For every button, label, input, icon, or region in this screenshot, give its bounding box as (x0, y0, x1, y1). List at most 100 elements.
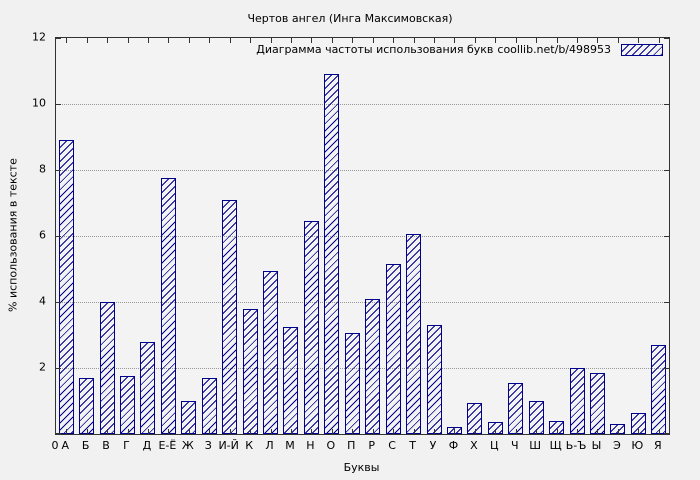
x-tick-label-Ж: Ж (181, 439, 194, 452)
tick-bottom-x-Ц (495, 429, 497, 434)
tick-bottom-x-Ы (597, 429, 599, 434)
tick-bottom-x-Ш (536, 429, 538, 434)
tick-top-x-В (107, 38, 109, 43)
x-tick-label-Е-Ё: Е-Ё (158, 439, 177, 452)
tick-bottom-x-Ж (188, 429, 190, 434)
y-tick-label-8: 8 (39, 162, 46, 176)
tick-bottom-x-З (209, 429, 211, 434)
tick-bottom-x-Ь-Ъ (577, 429, 579, 434)
tick-top-x-Д (147, 38, 149, 43)
bar-И-Й (222, 200, 238, 434)
x-tick-label-У: У (429, 439, 437, 452)
x-tick-label-Г: Г (123, 439, 130, 452)
tick-bottom-x-П (352, 429, 354, 434)
x-axis-title: Буквы (343, 461, 380, 474)
x-tick-label-Ю: Ю (631, 439, 644, 452)
tick-bottom-x-Д (147, 429, 149, 434)
tick-top-x-И-Й (229, 38, 231, 43)
gridline-y6 (56, 236, 669, 237)
tick-top-x-Ч (515, 38, 517, 43)
bar-П (344, 333, 360, 434)
legend-link: coollib.net/b/498953 (497, 43, 611, 56)
tick-bottom-x-У (434, 429, 436, 434)
tick-top-x-М (290, 38, 292, 43)
tick-bottom-x-О (331, 429, 333, 434)
bar-У (426, 325, 442, 434)
tick-top-x-Г (127, 38, 129, 43)
tick-top-x-Э (617, 38, 619, 43)
x-tick-label-А: А (61, 439, 69, 452)
tick-top-x-Щ (556, 38, 558, 43)
tick-bottom-x-Ч (515, 429, 517, 434)
tick-right-y8 (664, 170, 669, 171)
tick-bottom-x-А (66, 429, 68, 434)
legend-label: Диаграмма частоты использования букв (256, 43, 494, 56)
tick-bottom-x-Х (474, 429, 476, 434)
tick-bottom-x-Щ (556, 429, 558, 434)
bar-К (242, 309, 258, 434)
x-tick-label-Э: Э (613, 439, 621, 452)
x-tick-label-Я: Я (653, 439, 662, 452)
tick-left-y10 (56, 104, 61, 105)
x-tick-label-П: П (347, 439, 356, 452)
tick-bottom-x-Е-Ё (168, 429, 170, 434)
tick-top-x-Ж (188, 38, 190, 43)
tick-top-x-Ы (597, 38, 599, 43)
bar-Е-Ё (160, 178, 176, 434)
bar-В (99, 302, 115, 434)
tick-top-x-Ш (536, 38, 538, 43)
x-tick-label-Р: Р (368, 439, 376, 452)
bar-Н (303, 221, 319, 434)
hatched-bar-sample-icon (621, 43, 663, 56)
bar-Д (140, 342, 156, 434)
tick-bottom-x-Т (413, 429, 415, 434)
tick-right-y0 (664, 433, 669, 434)
x-tick-label-Ф: Ф (448, 439, 459, 452)
bar-Я (651, 345, 667, 434)
tick-bottom-x-Ф (454, 429, 456, 434)
x-tick-label-Ц: Ц (490, 439, 499, 452)
tick-top-x-Б (86, 38, 88, 43)
tick-bottom-x-Э (617, 429, 619, 434)
x-tick-label-Т: Т (409, 439, 416, 452)
bar-М (283, 327, 299, 434)
tick-top-x-Е-Ё (168, 38, 170, 43)
x-tick-label-Щ: Щ (549, 439, 562, 452)
gridline-y4 (56, 302, 669, 303)
bar-Г (120, 376, 136, 434)
tick-top-x-П (352, 38, 354, 43)
y-tick-label-2: 2 (39, 360, 46, 374)
tick-bottom-x-Л (270, 429, 272, 434)
tick-top-x-С (393, 38, 395, 43)
bar-Т (406, 234, 422, 434)
tick-top-x-Ь-Ъ (577, 38, 579, 43)
tick-bottom-x-С (393, 429, 395, 434)
bar-Л (263, 271, 279, 434)
tick-right-y6 (664, 236, 669, 237)
x-tick-label-О: О (326, 439, 336, 452)
tick-left-y8 (56, 170, 61, 171)
tick-top-x-З (209, 38, 211, 43)
bar-А (58, 140, 74, 434)
x-tick-label-С: С (388, 439, 396, 452)
tick-right-y4 (664, 302, 669, 303)
x-tick-label-Д: Д (142, 439, 152, 452)
tick-top-x-Ф (454, 38, 456, 43)
gridline-y2 (56, 368, 669, 369)
tick-top-x-Я (658, 38, 660, 43)
y-tick-label-12: 12 (32, 30, 46, 44)
y-tick-label-6: 6 (39, 228, 46, 242)
tick-bottom-x-Г (127, 429, 129, 434)
tick-left-y0 (56, 433, 61, 434)
x-tick-label-Ш: Ш (529, 439, 542, 452)
x-tick-label-В: В (102, 439, 110, 452)
y-tick-label-10: 10 (32, 96, 46, 110)
tick-top-x-А (66, 38, 68, 43)
tick-bottom-x-Н (311, 429, 313, 434)
tick-bottom-x-Ю (638, 429, 640, 434)
tick-top-x-Ц (495, 38, 497, 43)
x-tick-label-Ь-Ъ: Ь-Ъ (565, 439, 587, 452)
bar-З (201, 378, 217, 434)
tick-top-x-Х (474, 38, 476, 43)
tick-left-y2 (56, 368, 61, 369)
